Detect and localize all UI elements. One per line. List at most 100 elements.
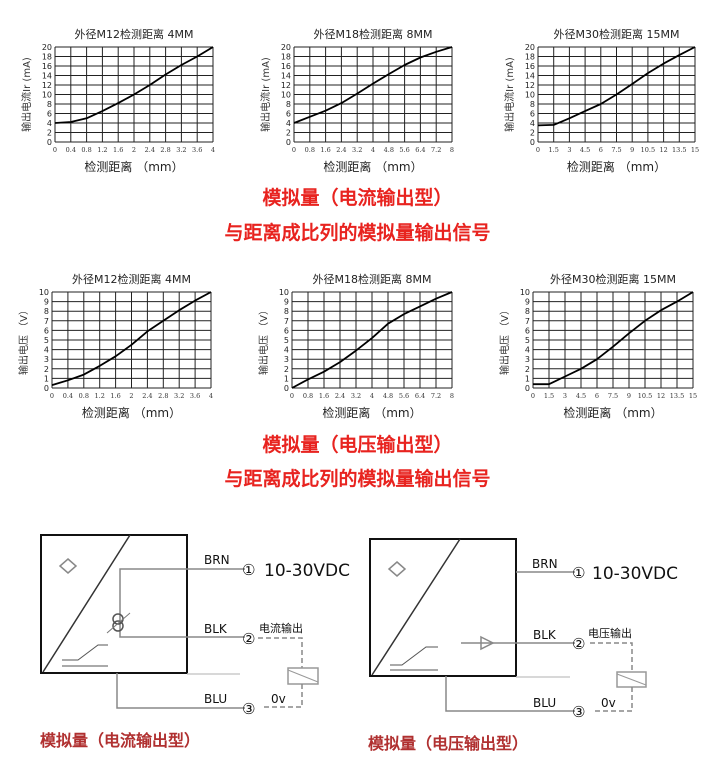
wiring-current [40, 534, 319, 709]
y-tick-label: 2 [284, 365, 289, 374]
x-tick-label: 12 [659, 146, 667, 154]
x-tick-label: 2 [129, 392, 133, 400]
y-tick-label: 4 [525, 346, 530, 355]
y-tick-label: 20 [525, 43, 535, 52]
y-tick-label: 16 [281, 62, 291, 71]
y-tick-label: 6 [530, 110, 535, 119]
y-tick-label: 12 [42, 81, 52, 90]
x-tick-label: 2 [132, 146, 136, 154]
y-tick-label: 6 [44, 326, 49, 335]
series-line [533, 291, 694, 386]
x-axis-label: 检测距离 （mm） [563, 405, 662, 420]
y-tick-label: 10 [39, 288, 49, 297]
pin-2: ② [242, 630, 255, 648]
y-tick-label: 6 [47, 110, 52, 119]
wiring-voltage [369, 538, 647, 712]
pin-3: ③ [572, 703, 585, 721]
x-tick-label: 7.5 [611, 146, 621, 154]
voltage-wiring-caption: 模拟量（电压输出型） [368, 734, 529, 753]
hysteresis-icon [390, 646, 438, 666]
x-tick-label: 3.6 [190, 392, 200, 400]
blk-label: BLK [204, 622, 228, 636]
y-tick-label: 12 [525, 81, 535, 90]
current-heading: 模拟量（电流输出型） [262, 187, 453, 209]
x-axis-label: 检测距离 （mm） [82, 405, 181, 420]
x-tick-label: 0 [50, 392, 54, 400]
chart-title: 外径M30检测距离 15MM [550, 272, 676, 286]
x-tick-label: 0 [53, 146, 57, 154]
x-tick-label: 2.4 [336, 146, 346, 154]
x-tick-label: 3.2 [352, 146, 362, 154]
y-tick-label: 3 [284, 355, 289, 364]
zero-volt-label: 0v [271, 692, 286, 706]
chart-title: 外径M12检测距离 4MM [75, 27, 194, 41]
x-tick-label: 3.2 [174, 392, 184, 400]
x-tick-label: 4.5 [580, 146, 590, 154]
current-subheading: 与距离成比列的模拟量输出信号 [224, 222, 491, 244]
y-tick-label: 10 [281, 91, 291, 100]
y-tick-label: 18 [525, 53, 535, 62]
y-tick-label: 20 [42, 43, 52, 52]
chart-1: 0 0.4 0.8 1.2 1.6 2 2.4 2.8 3.2 3.6 40246810121416… [20, 27, 215, 174]
x-tick-label: 6 [599, 146, 603, 154]
x-tick-label: 3 [563, 392, 567, 400]
y-tick-label: 0 [525, 384, 530, 393]
x-tick-label: 0 [292, 146, 296, 154]
y-tick-label: 3 [44, 355, 49, 364]
x-tick-label: 4.8 [384, 146, 394, 154]
y-tick-label: 4 [284, 346, 289, 355]
x-tick-label: 0 [531, 392, 535, 400]
y-axis-label: 输出电压 （V） [257, 305, 270, 375]
x-tick-label: 7.2 [431, 392, 441, 400]
x-tick-label: 0 [536, 146, 540, 154]
y-tick-label: 4 [44, 346, 49, 355]
x-tick-label: 0.8 [79, 392, 89, 400]
y-tick-label: 16 [42, 62, 52, 71]
x-tick-label: 0.4 [66, 146, 76, 154]
y-tick-label: 6 [284, 326, 289, 335]
zero-volt-label: 0v [601, 696, 616, 710]
x-tick-label: 12 [657, 392, 665, 400]
y-tick-label: 4 [47, 119, 52, 128]
x-tick-label: 6.4 [415, 392, 425, 400]
chart-5: 0 0.8 1.6 2.4 3.2 4 4.8 5.6 6.4 7.2 8012345678910外… [257, 272, 454, 420]
y-tick-label: 2 [44, 365, 49, 374]
brn-label: BRN [204, 553, 230, 567]
y-tick-label: 4 [286, 119, 291, 128]
x-tick-label: 6.4 [415, 146, 425, 154]
y-axis-label: 输出电压 （V） [17, 305, 30, 375]
x-tick-label: 3 [567, 146, 571, 154]
x-tick-label: 0.8 [303, 392, 313, 400]
x-tick-label: 1.6 [319, 392, 329, 400]
y-tick-label: 8 [530, 100, 535, 109]
y-tick-label: 16 [525, 62, 535, 71]
x-tick-label: 8 [450, 392, 454, 400]
x-axis-label: 检测距离 （mm） [84, 159, 183, 174]
y-tick-label: 18 [281, 53, 291, 62]
y-tick-label: 18 [42, 53, 52, 62]
x-tick-label: 4 [211, 146, 215, 154]
y-tick-label: 14 [525, 72, 535, 81]
series-line [54, 46, 214, 124]
x-tick-label: 4 [370, 392, 374, 400]
y-tick-label: 10 [279, 288, 289, 297]
voltage-heading: 模拟量（电压输出型） [262, 434, 453, 456]
y-axis-label: 输出电流Ir (mA) [259, 57, 272, 132]
output-arrow-icon [480, 635, 495, 651]
output-label: 电流输出 [259, 621, 303, 635]
x-tick-label: 0.4 [63, 392, 73, 400]
y-tick-label: 9 [44, 298, 49, 307]
x-tick-label: 0 [290, 392, 294, 400]
y-axis-label: 输出电压 （V） [498, 305, 511, 375]
x-tick-label: 13.5 [670, 392, 684, 400]
x-tick-label: 3.6 [192, 146, 202, 154]
sensor-body [369, 538, 517, 677]
y-tick-label: 9 [284, 298, 289, 307]
x-tick-label: 8 [450, 146, 454, 154]
x-tick-label: 4.8 [383, 392, 393, 400]
x-tick-label: 0.8 [305, 146, 315, 154]
y-tick-label: 6 [286, 110, 291, 119]
y-tick-label: 2 [530, 129, 535, 138]
y-tick-label: 5 [44, 336, 49, 345]
